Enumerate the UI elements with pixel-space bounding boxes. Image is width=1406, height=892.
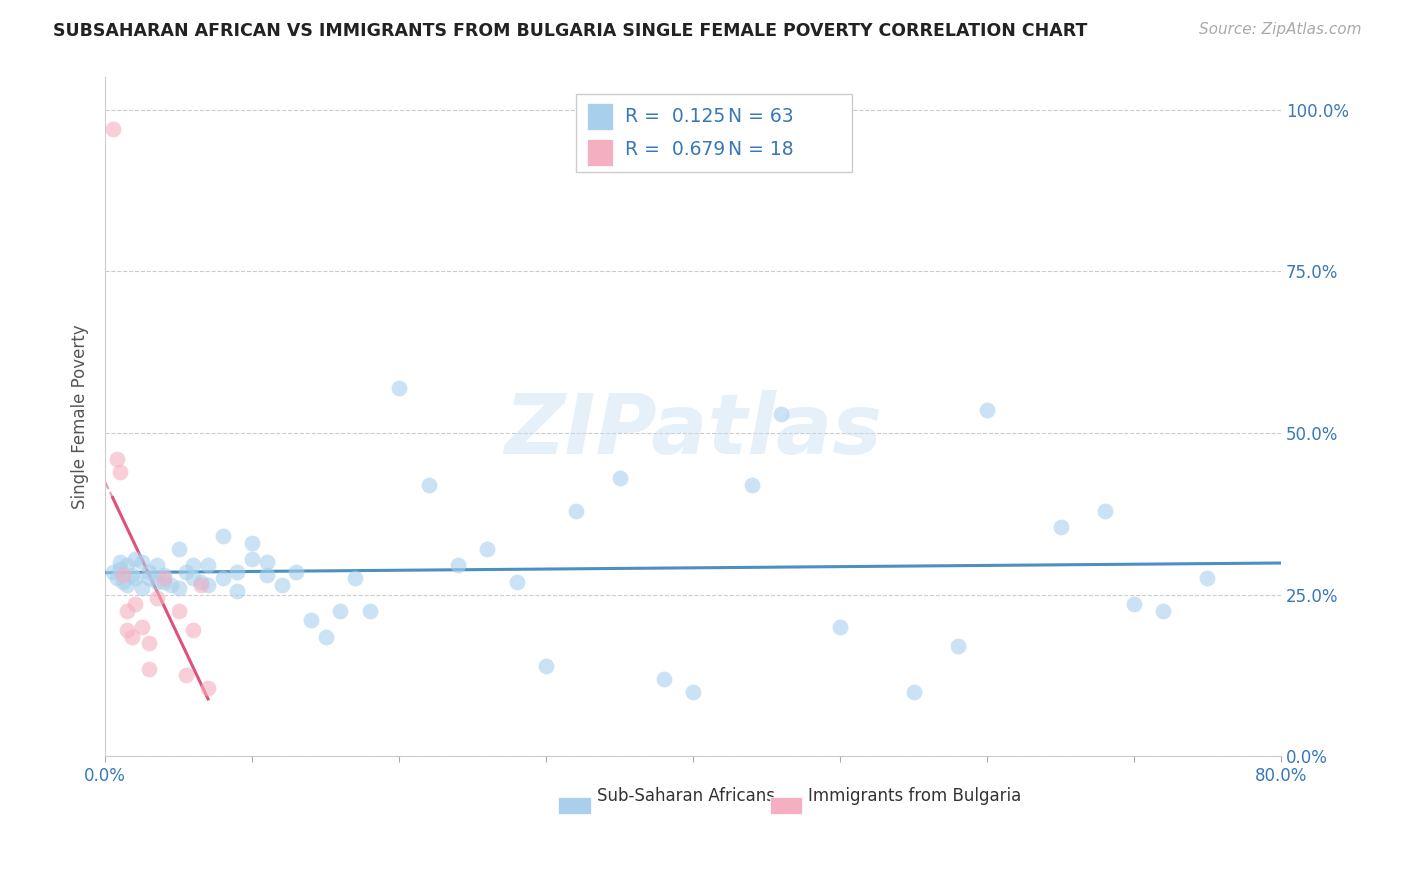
Point xyxy=(976,403,998,417)
Point xyxy=(174,565,197,579)
Point xyxy=(131,620,153,634)
Point xyxy=(240,552,263,566)
Point xyxy=(145,591,167,605)
Point xyxy=(121,568,143,582)
Point xyxy=(183,558,205,573)
Point xyxy=(138,662,160,676)
Point xyxy=(105,451,128,466)
Point xyxy=(117,604,139,618)
Point xyxy=(256,555,278,569)
Point xyxy=(506,574,529,589)
FancyBboxPatch shape xyxy=(588,103,613,129)
Point xyxy=(167,581,190,595)
Point xyxy=(145,574,167,589)
Text: ZIPatlas: ZIPatlas xyxy=(505,390,882,471)
Point xyxy=(609,471,631,485)
Text: Immigrants from Bulgaria: Immigrants from Bulgaria xyxy=(808,787,1022,805)
Point xyxy=(946,640,969,654)
Point xyxy=(359,604,381,618)
Point xyxy=(299,614,322,628)
Point xyxy=(111,574,134,589)
Point xyxy=(117,578,139,592)
Point xyxy=(652,672,675,686)
Point xyxy=(183,623,205,637)
Point xyxy=(270,578,292,592)
Point xyxy=(315,630,337,644)
Point xyxy=(121,630,143,644)
FancyBboxPatch shape xyxy=(575,95,852,172)
Text: N = 18: N = 18 xyxy=(728,140,794,159)
Point xyxy=(682,684,704,698)
Point xyxy=(344,571,367,585)
Point xyxy=(153,571,176,585)
Text: Sub-Saharan Africans: Sub-Saharan Africans xyxy=(596,787,775,805)
Text: R =  0.125: R = 0.125 xyxy=(624,107,725,126)
Point xyxy=(190,578,212,592)
Point xyxy=(124,571,146,585)
FancyBboxPatch shape xyxy=(769,797,803,814)
Point xyxy=(124,552,146,566)
Point xyxy=(138,636,160,650)
Point xyxy=(903,684,925,698)
Point xyxy=(167,604,190,618)
Point xyxy=(534,658,557,673)
Point xyxy=(1094,503,1116,517)
Point xyxy=(388,381,411,395)
Point xyxy=(105,571,128,585)
Text: Source: ZipAtlas.com: Source: ZipAtlas.com xyxy=(1198,22,1361,37)
FancyBboxPatch shape xyxy=(558,797,591,814)
Point xyxy=(138,571,160,585)
Point xyxy=(1152,604,1174,618)
Point xyxy=(145,558,167,573)
Y-axis label: Single Female Poverty: Single Female Poverty xyxy=(72,325,89,509)
Point xyxy=(160,578,183,592)
Point xyxy=(285,565,308,579)
Point xyxy=(101,122,124,136)
Point xyxy=(197,558,219,573)
Point xyxy=(226,584,249,599)
Text: SUBSAHARAN AFRICAN VS IMMIGRANTS FROM BULGARIA SINGLE FEMALE POVERTY CORRELATION: SUBSAHARAN AFRICAN VS IMMIGRANTS FROM BU… xyxy=(53,22,1088,40)
Point xyxy=(197,578,219,592)
Point xyxy=(108,562,131,576)
Point xyxy=(117,623,139,637)
Point xyxy=(226,565,249,579)
Point xyxy=(741,477,763,491)
Point xyxy=(828,620,851,634)
Point xyxy=(108,555,131,569)
Point xyxy=(1197,571,1219,585)
Point xyxy=(167,542,190,557)
Point xyxy=(1123,597,1146,611)
Point xyxy=(329,604,352,618)
Point xyxy=(153,568,176,582)
FancyBboxPatch shape xyxy=(588,139,613,166)
Text: N = 63: N = 63 xyxy=(728,107,794,126)
Point xyxy=(124,597,146,611)
Point xyxy=(447,558,470,573)
Point xyxy=(111,568,134,582)
Point xyxy=(197,681,219,696)
Point xyxy=(131,555,153,569)
Point xyxy=(174,668,197,682)
Point xyxy=(477,542,499,557)
Point xyxy=(138,565,160,579)
Text: R =  0.679: R = 0.679 xyxy=(624,140,725,159)
Point xyxy=(211,529,233,543)
Point xyxy=(256,568,278,582)
Point xyxy=(190,574,212,589)
Point xyxy=(153,574,176,589)
Point xyxy=(117,558,139,573)
Point xyxy=(101,565,124,579)
Point xyxy=(418,477,440,491)
Point xyxy=(1049,519,1071,533)
Point xyxy=(131,581,153,595)
Point xyxy=(211,571,233,585)
Point xyxy=(183,571,205,585)
Point xyxy=(108,465,131,479)
Point xyxy=(240,536,263,550)
Point xyxy=(564,503,586,517)
Point xyxy=(770,407,793,421)
